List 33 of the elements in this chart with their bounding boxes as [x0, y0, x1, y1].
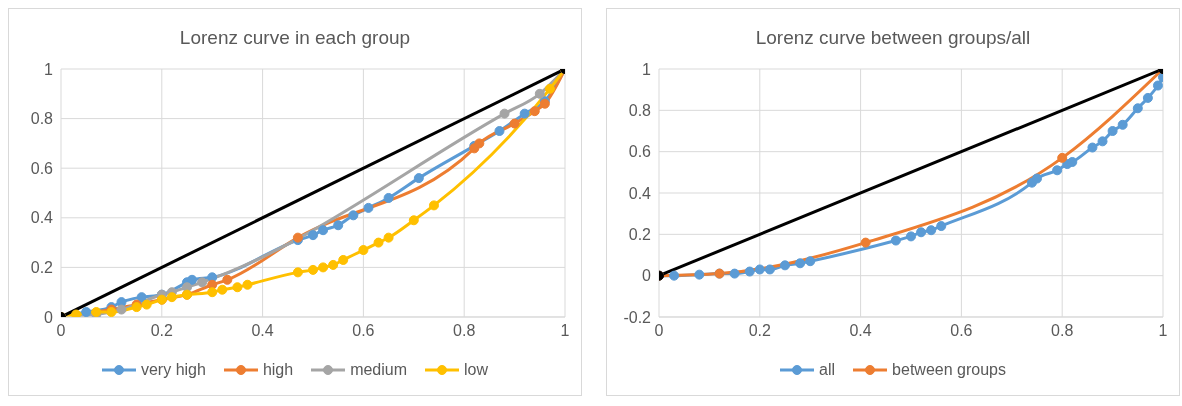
- x-tick-label: 0: [654, 322, 664, 340]
- y-tick-label: 0.8: [628, 102, 652, 120]
- y-tick-label: -0.2: [623, 308, 652, 326]
- x-tick-label: 0.2: [748, 322, 772, 340]
- x-tick-label: 0.2: [150, 322, 174, 340]
- y-tick-label: 0.6: [628, 143, 652, 161]
- legend-label: low: [464, 361, 489, 379]
- y-tick-label: 0.6: [30, 159, 54, 177]
- legend-label: between groups: [892, 361, 1006, 379]
- x-tick-label: 1: [1158, 322, 1168, 340]
- chart-title: Lorenz curve between groups/all: [754, 27, 1032, 50]
- y-tick-label: 0.4: [30, 209, 54, 227]
- y-tick-label: 1: [642, 60, 652, 78]
- x-tick-label: 0.8: [453, 322, 476, 340]
- y-tick-label: 0: [44, 308, 54, 326]
- x-tick-label: 0.8: [1051, 322, 1074, 340]
- y-tick-label: 0: [642, 267, 652, 285]
- y-tick-label: 0.8: [30, 110, 54, 128]
- legend-label: medium: [350, 361, 408, 379]
- legend-label: all: [819, 361, 836, 379]
- x-tick-label: 1: [560, 322, 570, 340]
- x-tick-label: 0.4: [849, 322, 872, 340]
- chart-title: Lorenz curve in each group: [178, 27, 412, 50]
- legend-label: very high: [140, 361, 206, 379]
- legend-label: high: [262, 361, 294, 379]
- x-tick-label: 0.6: [352, 322, 375, 340]
- y-tick-label: 0.2: [628, 226, 652, 244]
- x-tick-label: 0: [56, 322, 66, 340]
- y-tick-label: 0.4: [628, 184, 652, 202]
- x-tick-label: 0.6: [950, 322, 973, 340]
- y-tick-label: 1: [44, 60, 54, 78]
- y-tick-label: 0.2: [30, 259, 54, 277]
- x-tick-label: 0.4: [251, 322, 274, 340]
